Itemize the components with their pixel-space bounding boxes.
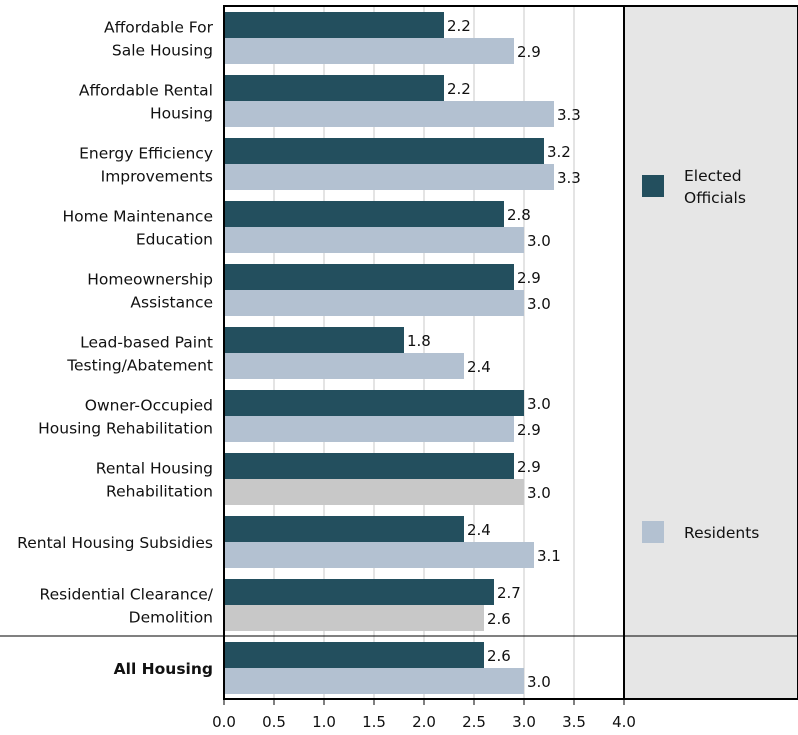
x-tick-label: 4.0 [612, 713, 636, 731]
value-label: 2.9 [517, 43, 541, 61]
value-label: 3.1 [537, 547, 561, 565]
bar-residents [224, 290, 524, 316]
value-label: 3.0 [527, 673, 551, 691]
category-label: Rehabilitation [106, 483, 213, 501]
value-labels: 2.2 2.2 3.2 2.8 2.9 1.8 3.0 2.9 2.4 2.7 2.6 2.9 3.3 3… [407, 17, 581, 691]
value-label: 3.0 [527, 295, 551, 313]
category-label: Lead-based Paint [80, 334, 213, 352]
category-label: Housing Rehabilitation [38, 420, 213, 438]
bar-elected-officials [224, 201, 504, 227]
legend-panel [623, 5, 798, 700]
value-label: 3.0 [527, 484, 551, 502]
bars [224, 12, 554, 694]
bar-residents [224, 38, 514, 64]
bar-residents [224, 164, 554, 190]
bar-residents [224, 668, 524, 694]
bar-elected-officials [224, 516, 464, 542]
value-label: 3.0 [527, 395, 551, 413]
x-tick-label: 3.0 [512, 713, 536, 731]
value-label: 2.4 [467, 521, 491, 539]
category-label: Energy Efficiency [79, 145, 213, 163]
category-label: Testing/Abatement [66, 357, 213, 375]
legend-swatch [642, 521, 664, 543]
bar-residents [224, 479, 524, 505]
x-tick-label: 0.5 [262, 713, 286, 731]
value-label: 2.9 [517, 458, 541, 476]
category-label: Affordable Rental [79, 82, 213, 100]
bar-residents [224, 542, 534, 568]
category-label: Rental Housing [96, 460, 213, 478]
bar-elected-officials [224, 264, 514, 290]
bar-residents [224, 605, 484, 631]
bar-residents [224, 227, 524, 253]
x-tick-label: 3.5 [562, 713, 586, 731]
value-label: 2.8 [507, 206, 531, 224]
value-label: 2.9 [517, 421, 541, 439]
value-label: 3.0 [527, 232, 551, 250]
legend-label: Officials [684, 189, 746, 207]
bar-elected-officials [224, 327, 404, 353]
category-label: Affordable For [104, 19, 214, 37]
category-label: Demolition [129, 609, 213, 627]
x-tick-label: 1.5 [362, 713, 386, 731]
x-tick-label: 2.0 [412, 713, 436, 731]
category-label: Assistance [130, 294, 213, 312]
value-label: 2.6 [487, 610, 511, 628]
value-label: 2.2 [447, 80, 471, 98]
bar-residents [224, 353, 464, 379]
bar-residents [224, 101, 554, 127]
bar-elected-officials [224, 579, 494, 605]
category-label: Sale Housing [112, 42, 213, 60]
legend-label: Residents [684, 524, 759, 542]
category-label: Housing [150, 105, 213, 123]
value-label: 2.7 [497, 584, 521, 602]
x-axis: 0.0 0.5 1.0 1.5 2.0 2.5 3.0 3.5 4.0 [212, 699, 636, 731]
bar-elected-officials [224, 138, 544, 164]
category-labels: Affordable For Sale Housing Affordable Ren… [17, 19, 214, 679]
legend-label: Elected [684, 167, 742, 185]
value-label: 3.3 [557, 169, 581, 187]
value-label: 2.4 [467, 358, 491, 376]
value-label: 2.9 [517, 269, 541, 287]
legend: Elected Officials Residents [642, 167, 759, 543]
bar-elected-officials [224, 12, 444, 38]
category-label: Improvements [101, 168, 213, 186]
category-label: Owner-Occupied [85, 397, 213, 415]
value-label: 1.8 [407, 332, 431, 350]
bar-elected-officials [224, 75, 444, 101]
category-label: Home Maintenance [62, 208, 213, 226]
legend-swatch [642, 175, 664, 197]
category-label: Residential Clearance/ [40, 586, 214, 604]
value-label: 2.6 [487, 647, 511, 665]
value-label: 3.3 [557, 106, 581, 124]
x-tick-label: 0.0 [212, 713, 236, 731]
bar-elected-officials [224, 453, 514, 479]
category-label: All Housing [114, 660, 213, 678]
bar-elected-officials [224, 642, 484, 668]
category-label: Homeownership [87, 271, 213, 289]
value-label: 2.2 [447, 17, 471, 35]
x-tick-label: 1.0 [312, 713, 336, 731]
bar-elected-officials [224, 390, 524, 416]
bar-residents [224, 416, 514, 442]
plot-frame [223, 5, 625, 700]
category-label: Rental Housing Subsidies [17, 534, 213, 552]
value-label: 3.2 [547, 143, 571, 161]
x-tick-label: 2.5 [462, 713, 486, 731]
category-label: Education [136, 231, 213, 249]
